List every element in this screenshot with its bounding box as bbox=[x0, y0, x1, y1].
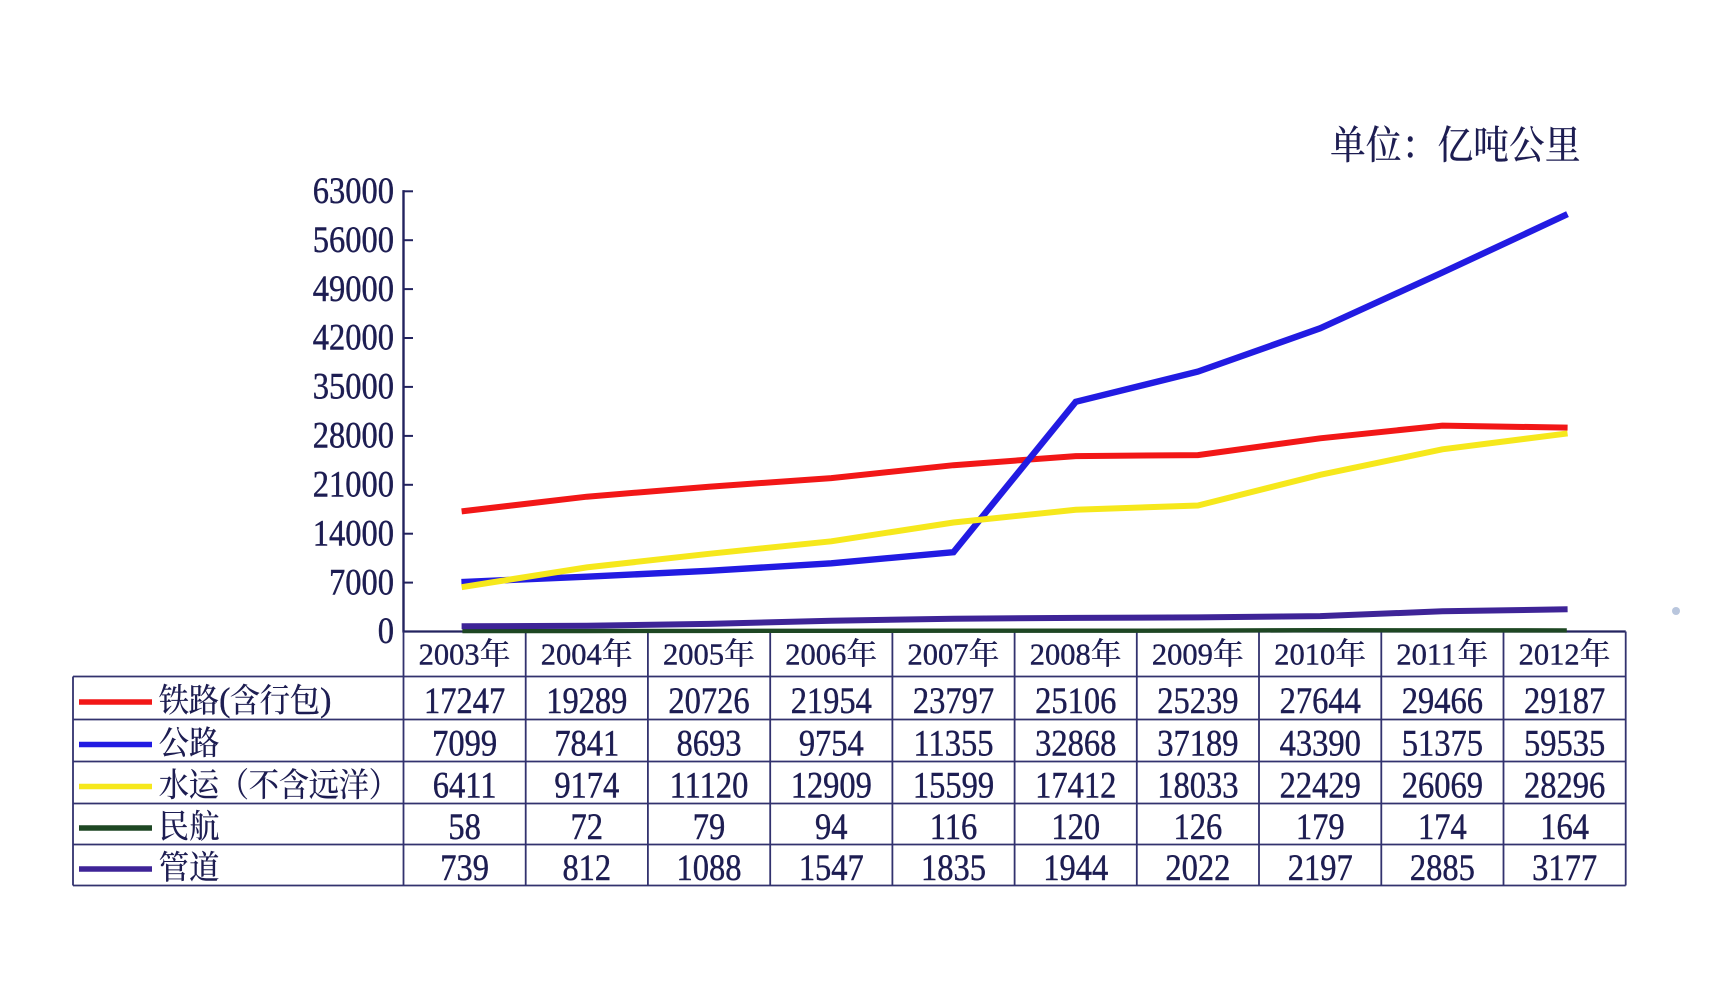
svg-text:2010: 2010 bbox=[1274, 638, 1335, 672]
svg-text:59535: 59535 bbox=[1524, 724, 1605, 764]
svg-text:21954: 21954 bbox=[791, 681, 872, 721]
svg-text:2012: 2012 bbox=[1519, 638, 1580, 672]
svg-text:49000: 49000 bbox=[313, 269, 394, 309]
svg-text:120: 120 bbox=[1051, 807, 1100, 847]
svg-text:15599: 15599 bbox=[913, 766, 994, 806]
svg-text:27644: 27644 bbox=[1280, 681, 1361, 721]
svg-text:812: 812 bbox=[562, 848, 611, 888]
svg-text:6411: 6411 bbox=[433, 766, 497, 806]
svg-text:8693: 8693 bbox=[677, 724, 742, 764]
svg-text:22429: 22429 bbox=[1280, 766, 1361, 806]
svg-text:17247: 17247 bbox=[424, 681, 505, 721]
svg-text:1944: 1944 bbox=[1043, 848, 1108, 888]
svg-text:14000: 14000 bbox=[313, 514, 394, 554]
svg-text:25106: 25106 bbox=[1035, 681, 1116, 721]
svg-text:17412: 17412 bbox=[1035, 766, 1116, 806]
svg-text:2022: 2022 bbox=[1165, 848, 1230, 888]
svg-text:2197: 2197 bbox=[1288, 848, 1353, 888]
svg-text:56000: 56000 bbox=[313, 220, 394, 260]
svg-text:164: 164 bbox=[1540, 807, 1589, 847]
svg-text:): ) bbox=[320, 682, 331, 719]
svg-text:26069: 26069 bbox=[1402, 766, 1483, 806]
svg-text:7000: 7000 bbox=[329, 563, 394, 603]
svg-text:1547: 1547 bbox=[799, 848, 864, 888]
svg-text:9174: 9174 bbox=[554, 766, 619, 806]
svg-text:18033: 18033 bbox=[1157, 766, 1238, 806]
svg-text:2009: 2009 bbox=[1152, 638, 1213, 672]
svg-text:116: 116 bbox=[930, 807, 978, 847]
svg-text:2007: 2007 bbox=[908, 638, 969, 672]
svg-text:739: 739 bbox=[440, 848, 489, 888]
svg-text:9754: 9754 bbox=[799, 724, 864, 764]
svg-text:19289: 19289 bbox=[546, 681, 627, 721]
svg-text:2003: 2003 bbox=[419, 638, 480, 672]
svg-text:1835: 1835 bbox=[921, 848, 986, 888]
svg-text:174: 174 bbox=[1418, 807, 1467, 847]
svg-text:2008: 2008 bbox=[1030, 638, 1091, 672]
svg-text:37189: 37189 bbox=[1157, 724, 1238, 764]
svg-text:21000: 21000 bbox=[313, 465, 394, 505]
svg-text:63000: 63000 bbox=[313, 171, 394, 211]
svg-text:2006: 2006 bbox=[785, 638, 846, 672]
svg-text:79: 79 bbox=[693, 807, 725, 847]
svg-text:29466: 29466 bbox=[1402, 681, 1483, 721]
svg-text:2005: 2005 bbox=[663, 638, 724, 672]
svg-text:7841: 7841 bbox=[554, 724, 619, 764]
svg-text:29187: 29187 bbox=[1524, 681, 1605, 721]
svg-text:11355: 11355 bbox=[913, 724, 993, 764]
svg-text:1088: 1088 bbox=[677, 848, 742, 888]
svg-text:2011: 2011 bbox=[1396, 638, 1456, 672]
svg-text:179: 179 bbox=[1296, 807, 1345, 847]
svg-text:3177: 3177 bbox=[1532, 848, 1597, 888]
svg-text:72: 72 bbox=[571, 807, 603, 847]
svg-text:2885: 2885 bbox=[1410, 848, 1475, 888]
svg-text:51375: 51375 bbox=[1402, 724, 1483, 764]
svg-text:2004: 2004 bbox=[541, 638, 602, 672]
svg-text:28000: 28000 bbox=[313, 416, 394, 456]
svg-text:12909: 12909 bbox=[791, 766, 872, 806]
svg-text:58: 58 bbox=[448, 807, 480, 847]
svg-text:94: 94 bbox=[815, 807, 847, 847]
svg-text:0: 0 bbox=[378, 611, 394, 651]
svg-text:20726: 20726 bbox=[668, 681, 749, 721]
svg-text:43390: 43390 bbox=[1280, 724, 1361, 764]
svg-text:7099: 7099 bbox=[432, 724, 497, 764]
svg-text:25239: 25239 bbox=[1157, 681, 1238, 721]
svg-text:11120: 11120 bbox=[670, 766, 749, 806]
svg-text:32868: 32868 bbox=[1035, 724, 1116, 764]
svg-text:35000: 35000 bbox=[313, 367, 394, 407]
svg-text:42000: 42000 bbox=[313, 318, 394, 358]
svg-text:(: ( bbox=[219, 682, 230, 719]
svg-text:23797: 23797 bbox=[913, 681, 994, 721]
svg-text:28296: 28296 bbox=[1524, 766, 1605, 806]
svg-text:126: 126 bbox=[1174, 807, 1223, 847]
